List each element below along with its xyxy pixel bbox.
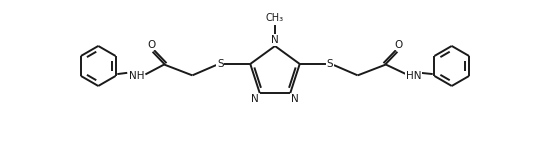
Text: HN: HN (406, 71, 422, 81)
Text: CH₃: CH₃ (266, 13, 284, 23)
Text: S: S (217, 59, 224, 69)
Text: O: O (147, 40, 155, 50)
Text: N: N (291, 94, 299, 104)
Text: NH: NH (128, 71, 144, 81)
Text: S: S (326, 59, 333, 69)
Text: O: O (395, 40, 403, 50)
Text: N: N (271, 35, 279, 45)
Text: N: N (251, 94, 259, 104)
